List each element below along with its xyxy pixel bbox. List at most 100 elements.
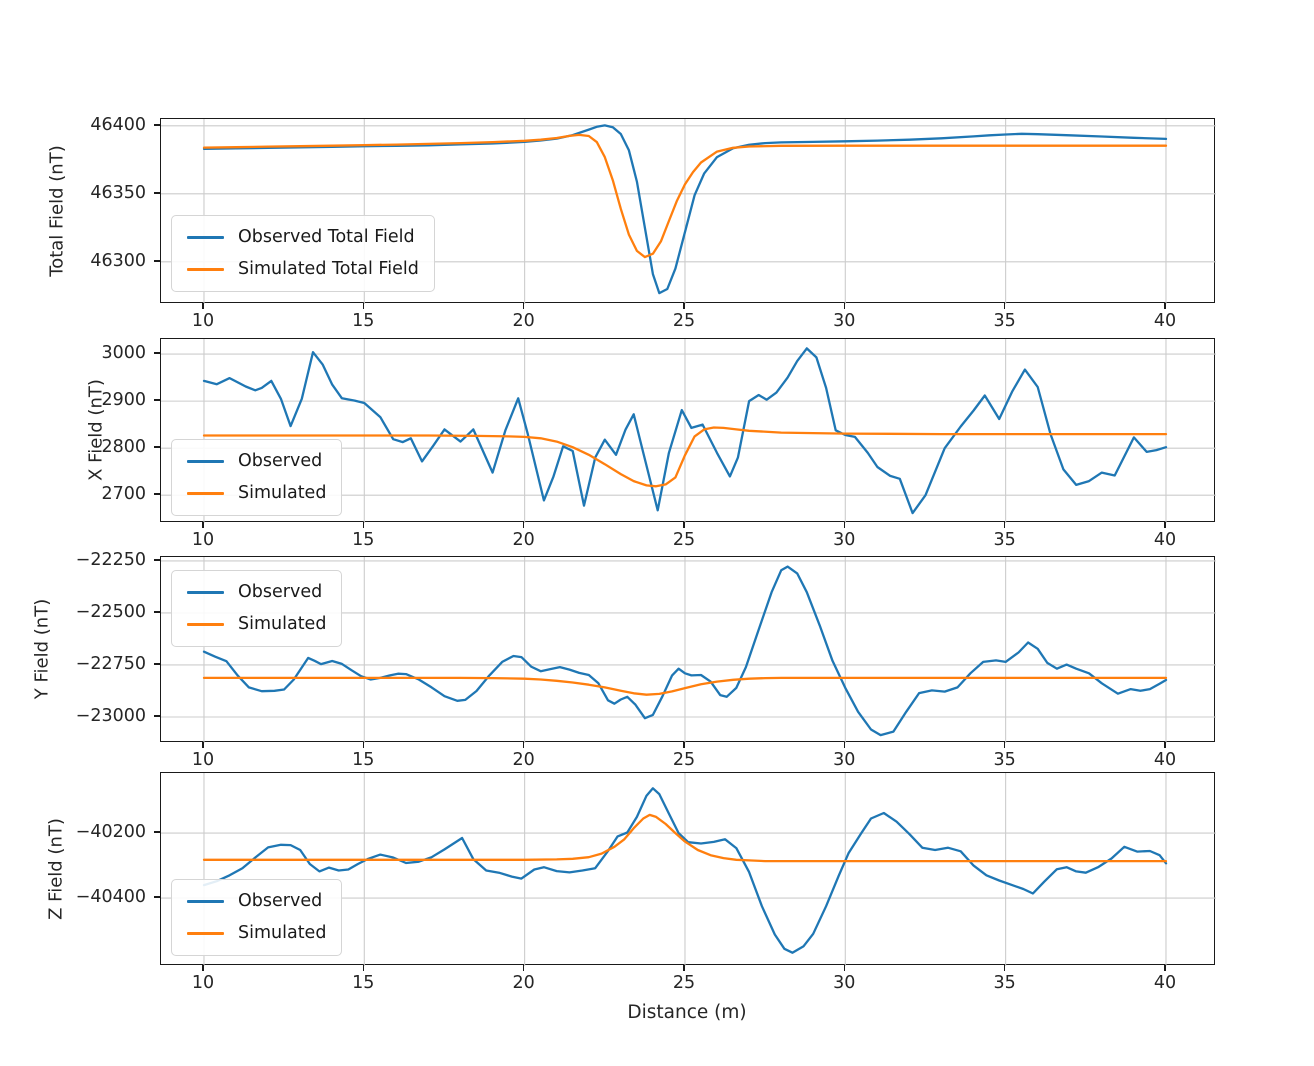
x-tickmark — [1164, 303, 1166, 309]
x-tickmark — [522, 303, 525, 309]
y-tickmark — [154, 831, 160, 833]
x-tickmark — [683, 965, 685, 971]
x-tick-label: 15 — [352, 973, 375, 993]
observed-line-z-field — [202, 787, 1168, 954]
y-axis-label-y-field: Y Field (nT) — [31, 598, 53, 700]
x-tickmark — [522, 742, 525, 748]
x-tick-label: 40 — [1153, 530, 1177, 550]
legend-entry-label: Observed — [238, 451, 323, 471]
axes-total-field: Observed Total Field Simulated Total Fiel… — [160, 118, 1216, 304]
simulated-line-swatch — [187, 623, 224, 626]
legend-entry-label: Simulated — [238, 614, 327, 634]
simulated-line-swatch — [187, 268, 224, 271]
legend-y-field: Observed Simulated — [171, 570, 343, 647]
x-tickmark — [683, 522, 685, 528]
y-tick-label: 46350 — [90, 182, 146, 203]
y-tick-label: 3000 — [101, 343, 146, 364]
x-tickmark — [202, 522, 204, 528]
x-tickmark — [362, 522, 365, 528]
x-tick-label: 10 — [191, 973, 215, 993]
x-tickmark — [1003, 303, 1006, 309]
plot-area-total-field — [161, 119, 1216, 304]
legend-entry: Simulated — [187, 482, 326, 505]
observed-line-swatch — [187, 460, 224, 463]
y-tick-label: 46300 — [90, 250, 146, 271]
y-tickmark — [154, 124, 160, 126]
axes-z-field: Observed Simulated — [160, 772, 1216, 966]
x-tickmark — [522, 522, 525, 528]
x-tickmark — [1003, 522, 1006, 528]
y-tickmark — [154, 352, 160, 354]
x-tick-label: 25 — [672, 311, 696, 331]
x-tickmark — [1003, 965, 1006, 971]
legend-entry-label: Observed — [238, 891, 323, 911]
x-tickmark — [1164, 742, 1166, 748]
legend-entry: Simulated Total Field — [187, 258, 419, 281]
x-tick-label: 20 — [512, 973, 535, 993]
y-tickmark — [154, 559, 160, 561]
simulated-line-z-field — [202, 813, 1168, 863]
legend-entry: Observed — [187, 890, 326, 913]
x-tickmark — [843, 965, 846, 971]
axes-y-field: Observed Simulated — [160, 556, 1216, 743]
observed-line-x-field — [202, 347, 1168, 515]
observed-line-swatch — [187, 236, 224, 239]
x-tickmark — [1164, 522, 1166, 528]
x-tick-label: 20 — [512, 530, 535, 550]
x-tickmark — [362, 742, 365, 748]
y-tick-label: −40400 — [75, 887, 146, 908]
legend-z-field: Observed Simulated — [171, 879, 343, 956]
x-tick-label: 35 — [993, 750, 1016, 770]
x-tickmark — [843, 742, 846, 748]
x-tick-label: 25 — [672, 750, 696, 770]
y-tick-label: −40200 — [75, 822, 146, 843]
legend-entry: Observed — [187, 450, 326, 473]
x-tick-label: 40 — [1153, 973, 1177, 993]
x-tickmark — [362, 303, 365, 309]
x-tick-label: 40 — [1153, 750, 1177, 770]
simulated-line-x-field — [202, 426, 1168, 488]
legend-entry-label: Simulated — [238, 483, 327, 503]
simulated-line-swatch — [187, 932, 224, 935]
x-tick-label: 15 — [352, 311, 375, 331]
x-tick-label: 20 — [512, 750, 535, 770]
legend-entry-label: Observed Total Field — [238, 227, 415, 247]
x-tickmark — [1164, 965, 1166, 971]
x-tick-label: 15 — [352, 750, 375, 770]
observed-line-swatch — [187, 900, 224, 903]
x-tick-label: 10 — [191, 530, 215, 550]
simulated-line-y-field — [202, 676, 1168, 696]
y-tickmark — [154, 399, 160, 401]
x-tickmark — [683, 303, 685, 309]
x-tickmark — [362, 965, 365, 971]
y-tick-label: 2900 — [101, 390, 146, 411]
x-tick-label: 40 — [1153, 311, 1177, 331]
legend-entry-label: Simulated Total Field — [238, 259, 419, 279]
x-tick-label: 10 — [191, 311, 215, 331]
x-tick-label: 25 — [672, 973, 696, 993]
x-tickmark — [202, 742, 204, 748]
x-tick-label: 20 — [512, 311, 535, 331]
x-tickmark — [1003, 742, 1006, 748]
x-tickmark — [843, 303, 846, 309]
y-axis-label-total-field: Total Field (nT) — [46, 144, 68, 277]
x-tick-label: 10 — [191, 750, 215, 770]
plot-area-y-field — [161, 557, 1216, 743]
y-tickmark — [154, 611, 160, 613]
legend-total-field: Observed Total Field Simulated Total Fiel… — [171, 215, 435, 292]
y-tickmark — [154, 663, 160, 665]
y-tickmark — [154, 896, 160, 898]
y-tick-label: 2800 — [101, 437, 146, 458]
x-tick-label: 15 — [352, 530, 375, 550]
y-tick-label: −22250 — [75, 549, 146, 570]
x-tick-label: 35 — [993, 530, 1016, 550]
legend-entry-label: Observed — [238, 582, 323, 602]
legend-entry: Observed Total Field — [187, 226, 419, 249]
legend-entry-label: Simulated — [238, 923, 327, 943]
y-tick-label: −22500 — [75, 601, 146, 622]
y-tick-label: −23000 — [75, 705, 146, 726]
y-tickmark — [154, 493, 160, 496]
x-tick-label: 25 — [672, 530, 696, 550]
x-tick-label: 35 — [993, 973, 1016, 993]
